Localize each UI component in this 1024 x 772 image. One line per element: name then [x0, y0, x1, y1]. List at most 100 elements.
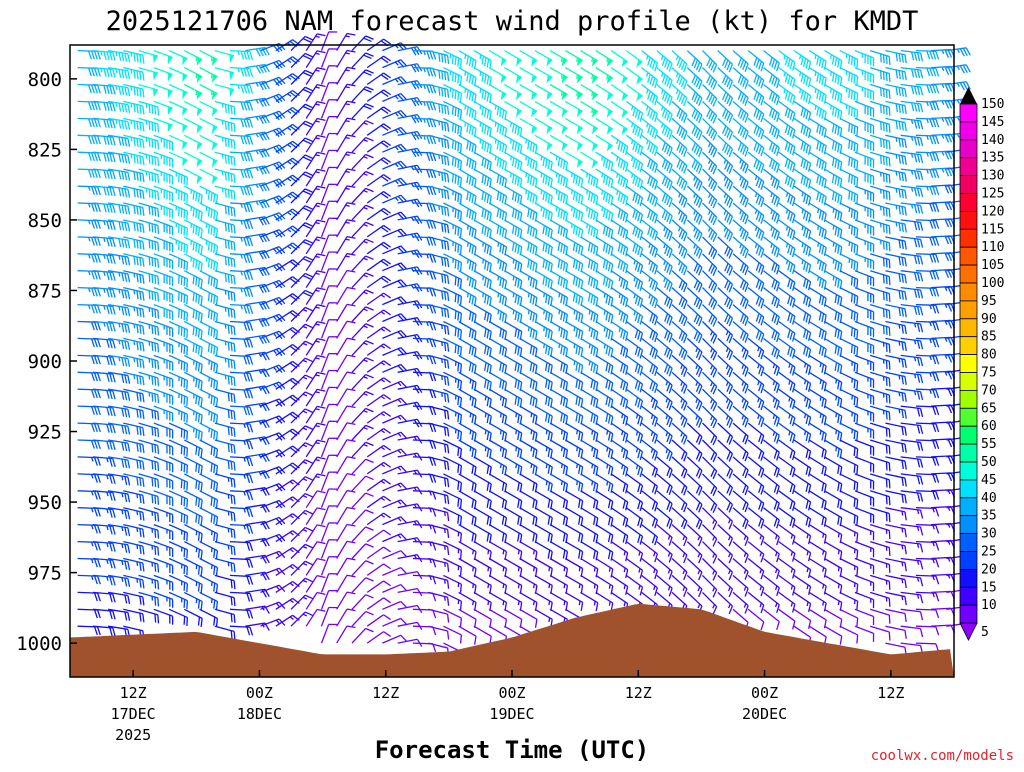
barb-flag [227, 426, 230, 436]
barb-flag [112, 187, 116, 197]
barb-flag [109, 559, 113, 569]
barb-flag [166, 410, 168, 420]
wind-barb [77, 286, 101, 297]
barb-staff [366, 546, 384, 560]
barb-flag [426, 84, 431, 94]
barb-flag [169, 445, 171, 455]
wind-barb [351, 627, 374, 644]
barb-flag [243, 51, 248, 60]
wind-barb [443, 507, 463, 526]
barb-flag [109, 492, 113, 501]
barb-flag [127, 307, 131, 317]
barb-flag [109, 407, 113, 416]
barb-flag [243, 355, 248, 365]
barb-flag [444, 71, 447, 81]
barb-flag [365, 357, 374, 362]
wind-barb [214, 591, 236, 607]
barb-flag [139, 443, 142, 453]
barb-flag [121, 171, 125, 180]
barb-staff [92, 185, 113, 189]
barb-flag [230, 528, 233, 538]
barb-flag [230, 139, 233, 149]
barb-flag [151, 206, 154, 216]
barb-flag [426, 67, 431, 77]
barb-flag [136, 341, 139, 351]
barb-flag [383, 478, 391, 485]
barb-flag [171, 328, 174, 337]
barb-staff [351, 526, 367, 543]
barb-flag [127, 87, 131, 97]
wind-barb [275, 445, 300, 458]
barb-flag [151, 122, 154, 131]
barb-flag [249, 356, 254, 365]
barb-staff [336, 202, 348, 221]
wind-barb [107, 405, 131, 418]
barb-staff [336, 168, 348, 187]
wind-barb [92, 388, 116, 400]
barb-flag [446, 580, 450, 589]
barb-half-flag [118, 255, 121, 260]
barb-flag [154, 106, 157, 115]
barb-staff [351, 577, 367, 593]
barb-flag [441, 257, 444, 266]
wind-barb [77, 557, 101, 568]
barb-flag [171, 396, 174, 405]
barb-half-flag [287, 76, 292, 80]
barb-flag [166, 309, 168, 318]
barb-flag [136, 138, 139, 148]
barb-flag [365, 390, 374, 396]
barb-flag [93, 609, 98, 619]
barb-flag [459, 634, 463, 644]
barb-flag [169, 378, 171, 387]
wind-barb [320, 336, 338, 356]
barb-half-flag [121, 543, 124, 549]
barb-flag [139, 325, 142, 334]
barb-flag [124, 87, 128, 96]
barb-flag [230, 478, 233, 487]
wind-barb [168, 202, 189, 220]
wind-barb [260, 533, 286, 543]
wind-barb [77, 303, 101, 314]
barb-flag [148, 189, 151, 198]
barb-flag [429, 271, 434, 280]
barb-flag [246, 220, 251, 230]
wind-barb [397, 384, 423, 394]
wind-barb [397, 604, 423, 614]
wind-barb [153, 523, 174, 540]
barb-flag [157, 563, 160, 573]
barb-staff [92, 354, 113, 358]
barb-staff [153, 456, 173, 465]
wind-barb [138, 540, 160, 556]
barb-flag [240, 101, 245, 111]
barb-flag [186, 244, 189, 254]
barb-staff [92, 388, 113, 392]
wind-barb [92, 337, 116, 349]
wind-barb [351, 238, 374, 255]
barb-flag [171, 480, 174, 490]
barb-flag [93, 406, 98, 415]
barb-half-flag [90, 491, 94, 496]
barb-half-flag [163, 392, 165, 398]
wind-barb [123, 371, 145, 386]
barb-flag [133, 239, 136, 248]
wind-barb [443, 50, 463, 68]
barb-flag [93, 575, 98, 585]
wind-barb [260, 195, 286, 205]
wind-barb [275, 208, 300, 221]
barb-flag [109, 390, 113, 400]
wind-barb [260, 347, 286, 357]
barb-flag [240, 152, 245, 162]
barb-flag [133, 188, 136, 198]
barb-flag [127, 544, 131, 554]
wind-barb [260, 127, 286, 138]
barb-flag [446, 427, 450, 437]
wind-barb [107, 134, 131, 147]
barb-staff [92, 117, 113, 121]
barb-flag [227, 341, 230, 351]
barb-flag [112, 204, 116, 214]
barb-staff [123, 286, 143, 293]
barb-half-flag [148, 358, 151, 363]
barb-flag [96, 338, 101, 348]
barb-flag [177, 207, 180, 217]
